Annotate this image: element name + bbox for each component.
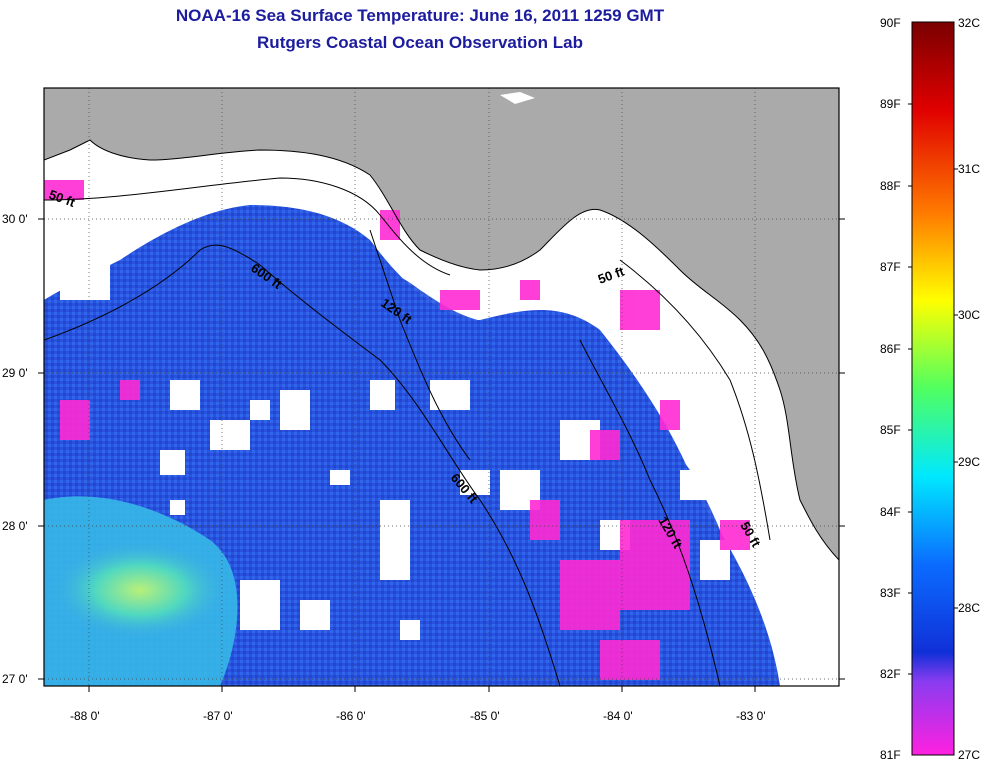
colorbar-f-label: 81F xyxy=(880,748,901,762)
colorbar-c-label: 29C xyxy=(958,455,981,469)
colorbar-f-label: 82F xyxy=(880,667,901,681)
lon-label: -87 0' xyxy=(203,709,233,723)
lon-label: -84 0' xyxy=(603,709,633,723)
lon-label: -85 0' xyxy=(470,709,500,723)
colorbar-f-label: 83F xyxy=(880,586,901,600)
colorbar-f-label: 87F xyxy=(880,260,901,274)
colorbar-f-label: 89F xyxy=(880,97,901,111)
colorbar-c-label: 27C xyxy=(958,748,981,762)
map-frame xyxy=(43,87,840,687)
coastline xyxy=(44,139,839,561)
colorbar xyxy=(911,21,955,756)
lat-label: 29 0' xyxy=(2,366,28,380)
cloud-patches xyxy=(60,250,730,640)
colorbar-c-label: 31C xyxy=(958,162,981,176)
colorbar-f-label: 88F xyxy=(880,179,901,193)
colorbar-c-label: 28C xyxy=(958,601,981,615)
colorbar-f-label: 85F xyxy=(880,423,901,437)
land xyxy=(44,88,839,560)
lon-label: -88 0' xyxy=(70,709,100,723)
lon-label: -83 0' xyxy=(736,709,766,723)
depth-contours xyxy=(44,177,771,686)
colorbar-f-label: 90F xyxy=(880,16,901,30)
colorbar-c-label: 32C xyxy=(958,16,981,30)
graticule xyxy=(44,88,839,686)
lat-label: 28 0' xyxy=(2,519,28,533)
lon-label: -86 0' xyxy=(336,709,366,723)
colorbar-f-label: 84F xyxy=(880,505,901,519)
warm-patches xyxy=(44,180,750,680)
lat-label: 27 0' xyxy=(2,672,28,686)
map-subtitle: Rutgers Coastal Ocean Observation Lab xyxy=(257,33,583,52)
lake xyxy=(500,92,535,104)
axis-ticks xyxy=(38,218,845,692)
colorbar-ticks xyxy=(908,103,958,675)
colorbar-c-label: 30C xyxy=(958,308,981,322)
map-title: NOAA-16 Sea Surface Temperature: June 16… xyxy=(175,6,665,25)
colorbar-f-label: 86F xyxy=(880,342,901,356)
lat-label: 30 0' xyxy=(2,212,28,226)
